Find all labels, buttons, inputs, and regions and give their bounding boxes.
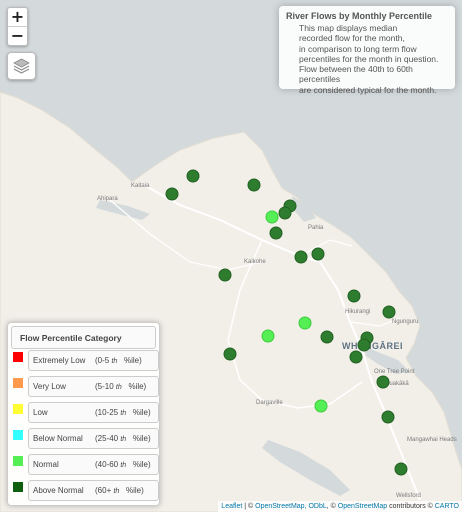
- legend-header: Flow Percentile Category: [11, 326, 156, 349]
- site-marker[interactable]: [218, 268, 232, 282]
- legend-item-very-low: Very Low (5-10 th %ile): [11, 376, 159, 397]
- carto-link[interactable]: CARTO: [434, 503, 459, 510]
- site-marker[interactable]: [376, 375, 390, 389]
- legend-range: (5-10 th %ile): [95, 382, 147, 391]
- site-marker[interactable]: [349, 350, 363, 364]
- odbl-link[interactable]: , ODbL: [304, 503, 327, 510]
- legend-category-name: Extremely Low: [33, 356, 86, 365]
- info-body: This map displays median recorded flow f…: [299, 23, 439, 95]
- site-marker[interactable]: [294, 250, 308, 264]
- hokianga-harbour: [96, 200, 150, 220]
- place-label: Hikurangi: [345, 309, 370, 315]
- site-marker[interactable]: [223, 347, 237, 361]
- place-label: Dargaville: [256, 400, 283, 406]
- place-label: Ahipara: [97, 196, 118, 202]
- road-sh1: [141, 183, 421, 501]
- site-marker[interactable]: [382, 305, 396, 319]
- site-marker[interactable]: [265, 210, 279, 224]
- legend-label: Below Normal (25-40 th %ile): [28, 428, 159, 449]
- city-label: WHANGĀREI: [342, 341, 403, 351]
- legend-item-low: Low (10-25 th %ile): [11, 402, 159, 423]
- site-marker[interactable]: [314, 399, 328, 413]
- osm-contributors-link[interactable]: OpenStreetMap: [337, 503, 388, 510]
- legend-swatch: [13, 456, 23, 466]
- layers-stack-icon: [13, 58, 30, 74]
- place-label: Mangawhai Heads: [407, 437, 457, 443]
- layers-button[interactable]: [7, 52, 36, 80]
- legend-item-below-normal: Below Normal (25-40 th %ile): [11, 428, 159, 449]
- legend-swatch: [13, 352, 23, 362]
- site-marker[interactable]: [394, 462, 408, 476]
- kaipara-harbour: [262, 440, 350, 496]
- site-marker[interactable]: [269, 226, 283, 240]
- site-marker[interactable]: [320, 330, 334, 344]
- place-label: Kaitaia: [131, 183, 150, 189]
- map-attribution: Leaflet | © OpenStreetMap, ODbL, © OpenS…: [218, 501, 462, 512]
- site-marker[interactable]: [381, 410, 395, 424]
- legend-swatch: [13, 404, 23, 414]
- legend-label: Low (10-25 th %ile): [28, 402, 159, 423]
- leaflet-link[interactable]: Leaflet: [221, 503, 243, 510]
- site-markers[interactable]: [165, 169, 408, 476]
- zoom-in-button[interactable]: +: [10, 7, 25, 26]
- place-label: Ngunguru: [392, 319, 418, 325]
- site-marker[interactable]: [261, 329, 275, 343]
- legend-panel: Flow Percentile Category Extremely Low (…: [7, 322, 160, 506]
- legend-item-extremely-low: Extremely Low (0-5 th %ile): [11, 350, 159, 371]
- site-marker[interactable]: [311, 247, 325, 261]
- legend-category-name: Above Normal: [33, 486, 84, 495]
- legend-title: Flow Percentile Category: [20, 333, 122, 343]
- osm-link[interactable]: OpenStreetMap: [255, 503, 305, 510]
- place-label: Pahia: [308, 225, 324, 231]
- legend-swatch: [13, 482, 23, 492]
- legend-range: (0-5 th %ile): [95, 356, 142, 365]
- legend-range: (25-40 th %ile): [95, 434, 151, 443]
- legend-label: Extremely Low (0-5 th %ile): [28, 350, 159, 371]
- road-east: [299, 239, 401, 327]
- site-marker[interactable]: [357, 338, 371, 352]
- place-label: Wellsford: [396, 493, 421, 499]
- legend-label: Above Normal (60+ th %ile): [28, 480, 159, 501]
- site-marker[interactable]: [165, 187, 179, 201]
- place-label: One Tree Point: [374, 369, 415, 375]
- site-marker[interactable]: [298, 316, 312, 330]
- legend-item-above-normal: Above Normal (60+ th %ile): [11, 480, 159, 501]
- legend-item-normal: Normal (40-60 th %ile): [11, 454, 159, 475]
- legend-category-name: Below Normal: [33, 434, 83, 443]
- legend-swatch: [13, 430, 23, 440]
- info-panel: River Flows by Monthly Percentile This m…: [279, 6, 455, 95]
- road-west: [109, 199, 263, 271]
- bay-of-islands: [292, 196, 316, 222]
- place-label: Kaikohe: [244, 259, 266, 265]
- legend-range: (40-60 th %ile): [95, 460, 151, 469]
- site-marker[interactable]: [186, 169, 200, 183]
- zoom-out-button[interactable]: −: [8, 26, 27, 45]
- legend-label: Very Low (5-10 th %ile): [28, 376, 159, 397]
- legend-swatch: [13, 378, 23, 388]
- whangarei-harbour: [364, 346, 410, 374]
- info-title: River Flows by Monthly Percentile: [286, 11, 433, 21]
- legend-range: (60+ th %ile): [95, 486, 144, 495]
- site-marker[interactable]: [347, 289, 361, 303]
- site-marker[interactable]: [247, 178, 261, 192]
- zoom-control: + −: [7, 7, 28, 46]
- legend-category-name: Very Low: [33, 382, 66, 391]
- site-marker[interactable]: [278, 206, 292, 220]
- legend-category-name: Low: [33, 408, 48, 417]
- place-label: Ruakākā: [385, 381, 409, 387]
- legend-category-name: Normal: [33, 460, 59, 469]
- legend-range: (10-25 th %ile): [95, 408, 151, 417]
- legend-label: Normal (40-60 th %ile): [28, 454, 159, 475]
